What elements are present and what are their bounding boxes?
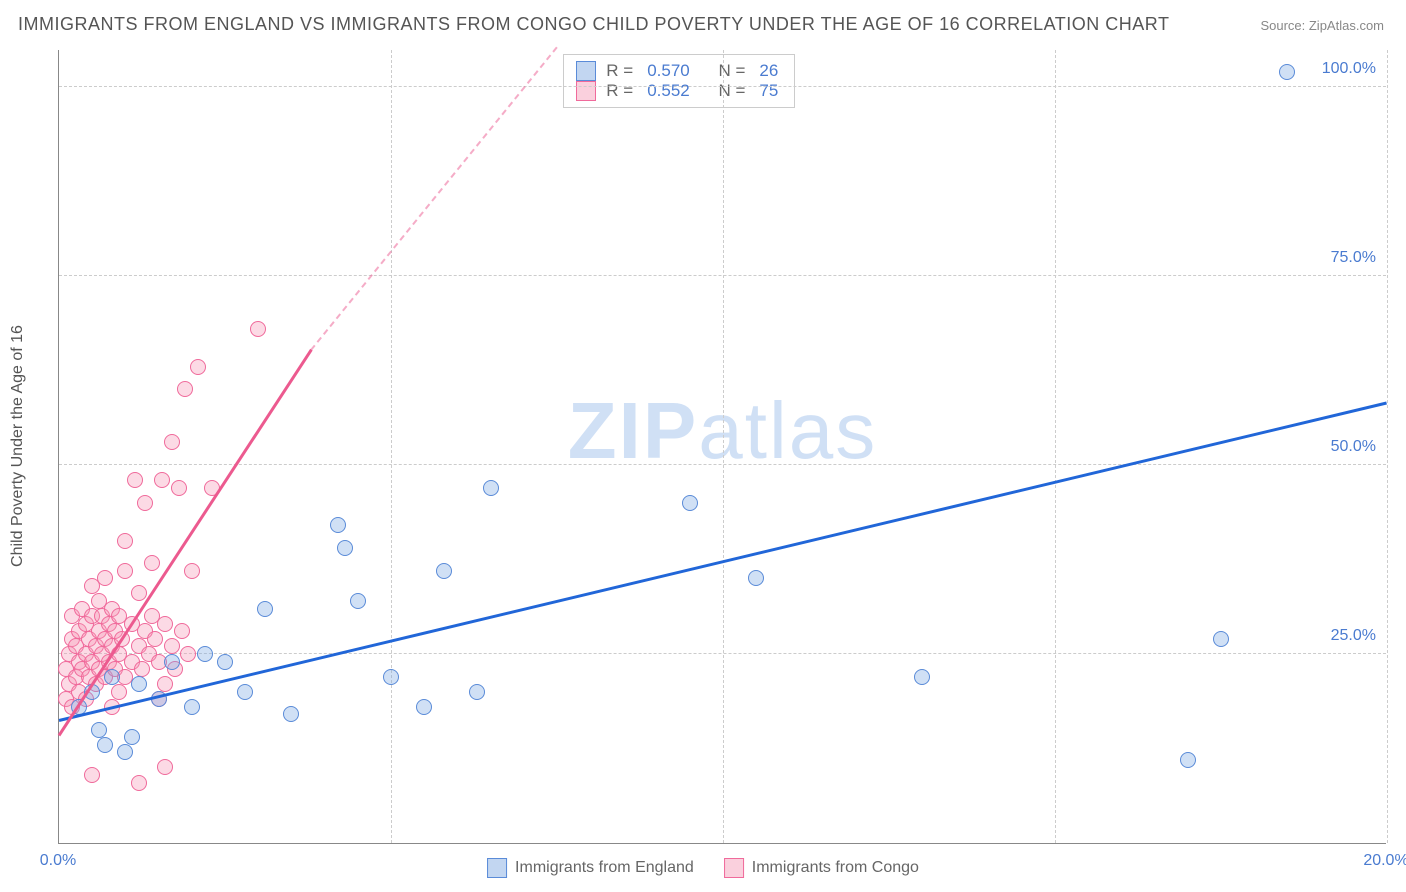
point-congo	[97, 570, 113, 586]
point-england	[257, 601, 273, 617]
point-congo	[111, 684, 127, 700]
swatch-england-icon	[576, 61, 596, 81]
point-england	[217, 654, 233, 670]
x-tick-label: 0.0%	[40, 852, 76, 870]
point-england	[350, 593, 366, 609]
point-england	[1180, 752, 1196, 768]
point-england	[164, 654, 180, 670]
point-congo	[84, 767, 100, 783]
point-congo	[131, 585, 147, 601]
point-congo	[117, 563, 133, 579]
swatch-congo-icon	[724, 858, 744, 878]
y-tick-label: 50.0%	[1331, 438, 1376, 456]
chart-container: IMMIGRANTS FROM ENGLAND VS IMMIGRANTS FR…	[0, 0, 1406, 892]
correlation-legend: R = 0.570 N = 26 R = 0.552 N = 75	[563, 54, 795, 108]
point-congo	[144, 555, 160, 571]
plot-area: ZIPatlas R = 0.570 N = 26 R = 0.552 N = …	[58, 50, 1386, 844]
point-congo	[137, 495, 153, 511]
point-congo	[250, 321, 266, 337]
gridline-v	[391, 50, 392, 843]
gridline-v	[1055, 50, 1056, 843]
point-england	[330, 517, 346, 533]
point-congo	[117, 533, 133, 549]
trendline-congo-extrapolated	[311, 47, 558, 351]
point-congo	[171, 480, 187, 496]
source-label: Source: ZipAtlas.com	[1260, 18, 1384, 33]
point-congo	[131, 775, 147, 791]
point-england	[97, 737, 113, 753]
point-congo	[184, 563, 200, 579]
point-england	[436, 563, 452, 579]
point-congo	[164, 434, 180, 450]
point-england	[124, 729, 140, 745]
point-congo	[157, 759, 173, 775]
point-congo	[164, 638, 180, 654]
n-congo: 75	[759, 81, 778, 101]
y-tick-label: 100.0%	[1322, 60, 1376, 78]
gridline-v	[1387, 50, 1388, 843]
y-tick-label: 75.0%	[1331, 249, 1376, 267]
point-congo	[157, 616, 173, 632]
point-england	[117, 744, 133, 760]
r-england: 0.570	[647, 61, 690, 81]
x-tick-label: 20.0%	[1363, 852, 1406, 870]
point-england	[416, 699, 432, 715]
point-england	[131, 676, 147, 692]
point-congo	[180, 646, 196, 662]
point-england	[383, 669, 399, 685]
swatch-congo-icon	[576, 81, 596, 101]
point-england	[184, 699, 200, 715]
y-axis-label: Child Poverty Under the Age of 16	[9, 325, 27, 567]
point-england	[104, 669, 120, 685]
point-congo	[190, 359, 206, 375]
legend-label-congo: Immigrants from Congo	[752, 859, 919, 877]
point-england	[337, 540, 353, 556]
swatch-england-icon	[487, 858, 507, 878]
point-congo	[177, 381, 193, 397]
gridline-v	[723, 50, 724, 843]
point-congo	[147, 631, 163, 647]
point-england	[1213, 631, 1229, 647]
point-england	[237, 684, 253, 700]
r-congo: 0.552	[647, 81, 690, 101]
series-legend: Immigrants from England Immigrants from …	[487, 858, 919, 878]
y-tick-label: 25.0%	[1331, 627, 1376, 645]
point-england	[1279, 64, 1295, 80]
point-england	[469, 684, 485, 700]
n-england: 26	[759, 61, 778, 81]
point-congo	[154, 472, 170, 488]
point-england	[682, 495, 698, 511]
point-england	[748, 570, 764, 586]
point-congo	[157, 676, 173, 692]
legend-row-england: R = 0.570 N = 26	[576, 61, 782, 81]
point-congo	[127, 472, 143, 488]
point-england	[197, 646, 213, 662]
legend-row-congo: R = 0.552 N = 75	[576, 81, 782, 101]
point-england	[914, 669, 930, 685]
chart-title: IMMIGRANTS FROM ENGLAND VS IMMIGRANTS FR…	[18, 14, 1169, 35]
point-england	[283, 706, 299, 722]
point-england	[91, 722, 107, 738]
point-congo	[134, 661, 150, 677]
legend-label-england: Immigrants from England	[515, 859, 694, 877]
legend-item-congo: Immigrants from Congo	[724, 858, 919, 878]
legend-item-england: Immigrants from England	[487, 858, 694, 878]
point-england	[483, 480, 499, 496]
trendline-congo	[58, 349, 313, 736]
point-congo	[174, 623, 190, 639]
